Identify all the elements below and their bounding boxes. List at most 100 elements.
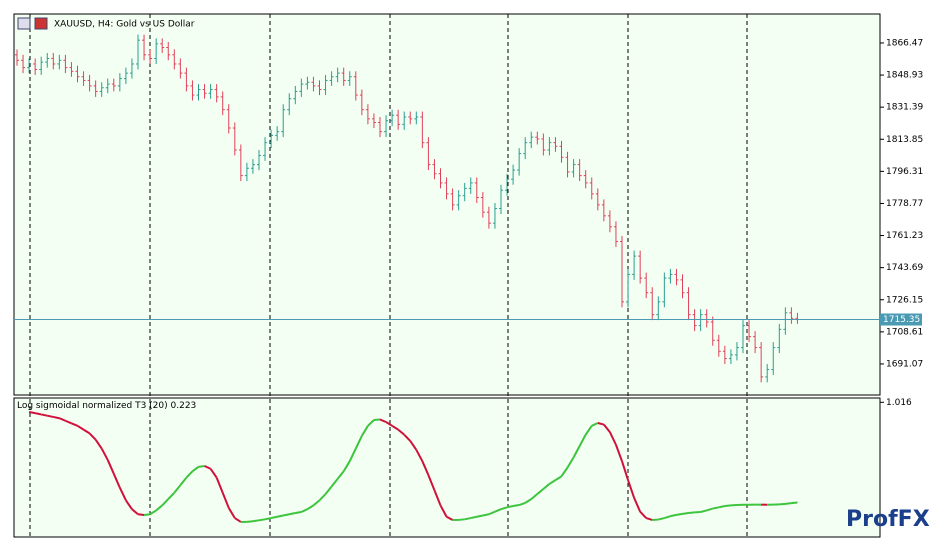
y-tick-label: 1743.69 [886, 263, 923, 273]
indicator-segment [536, 488, 544, 495]
indicator-segment [264, 517, 272, 521]
indicator-segment [360, 425, 369, 437]
indicator-segment [724, 504, 732, 508]
indicator-segment [391, 424, 399, 431]
indicator-segment [530, 493, 538, 500]
indicator-segment [512, 504, 520, 508]
indicator-segment [688, 511, 695, 514]
indicator-segment [639, 511, 647, 519]
indicator-segment [198, 464, 205, 468]
indicator-segment [409, 440, 418, 451]
indicator-segment [204, 465, 212, 470]
indicator-segment [548, 479, 556, 485]
y-tick-label: 1866.47 [886, 38, 923, 48]
indicator-segment [227, 507, 236, 519]
indicator-segment [373, 418, 381, 421]
y-tick-label: 1708.61 [886, 327, 923, 337]
indicator-segment [791, 501, 798, 505]
indicator-segment [379, 418, 387, 423]
indicator-segment [324, 485, 333, 495]
indicator-segment [718, 505, 726, 509]
indicator-segment [560, 466, 569, 477]
indicator-segment [83, 428, 91, 435]
indicator-segment [161, 498, 169, 507]
indicator-segment [155, 504, 163, 512]
indicator-segment [700, 509, 707, 513]
indicator-segment [385, 421, 393, 427]
indicator-segment [584, 425, 593, 436]
indicator-segment [506, 505, 514, 509]
indicator-segment [682, 512, 689, 515]
indicator-segment [173, 484, 182, 494]
indicator-segment [554, 475, 563, 481]
y-tick-label: 1691.07 [886, 359, 923, 369]
indicator-segment [342, 460, 351, 472]
price-pane [13, 13, 881, 396]
y-tick-label: 1831.39 [886, 103, 923, 113]
current-price-label: 1715.35 [883, 315, 920, 325]
indicator-segment [354, 435, 363, 449]
indicator-segment [221, 492, 230, 509]
current-price-box [880, 313, 922, 326]
indicator-segment [439, 504, 448, 518]
indicator-segment [348, 448, 357, 462]
indicator-segment [676, 512, 683, 516]
indicator-segment [482, 513, 490, 517]
indicator-segment [289, 512, 296, 516]
indicator-segment [658, 517, 665, 521]
indicator-segment [76, 424, 85, 431]
indicator-segment [664, 515, 671, 519]
indicator-segment [712, 506, 720, 510]
indicator-segment [572, 445, 581, 458]
indicator-segment [40, 413, 48, 417]
indicator-segment [100, 448, 109, 461]
indicator-segment [94, 439, 103, 450]
indicator-label: Log sigmoidal normalized T3 (20) 0.223 [17, 401, 196, 411]
indicator-segment [615, 444, 623, 462]
indicator-segment [34, 412, 42, 416]
indicator-name: Log sigmoidal normalized T3 (20) [17, 401, 168, 411]
indicator-segment [88, 432, 97, 441]
y-tick-label: 1778.77 [886, 199, 923, 209]
indicator-segment [433, 489, 442, 506]
indicator-segment [621, 460, 630, 481]
indicator-segment [470, 515, 478, 520]
indicator-segment [306, 504, 314, 511]
indicator-segment [215, 477, 224, 494]
indicator-segment [397, 428, 405, 436]
indicator-segment [645, 517, 653, 521]
indicator-segment [137, 513, 145, 517]
indicator-segment [179, 476, 188, 486]
indicator-segment [71, 422, 78, 427]
indicator-segment [597, 422, 605, 426]
marks: 1866.47 1848.93 1831.39 1813.85 1796.31 1778.… [14, 34, 923, 523]
indicator-segment [312, 499, 321, 507]
indicator-segment [149, 509, 157, 516]
indicator-segment [633, 497, 642, 513]
symbol-icons [17, 17, 48, 30]
indicator-segment [578, 434, 587, 447]
indicator-segment [446, 515, 454, 521]
indicator-segment [246, 520, 254, 523]
indicator-segment [518, 501, 526, 506]
indicator-segment [318, 493, 327, 502]
indicator-segment [566, 456, 575, 469]
indicator-segment [258, 518, 266, 522]
indicator-segment [427, 474, 436, 491]
indicator-pane [13, 397, 881, 538]
icon [17, 17, 31, 30]
indicator-segment [125, 499, 133, 510]
indicator-segment [191, 466, 200, 473]
indicator-segment [106, 459, 115, 475]
indicator-segment [143, 513, 151, 517]
indicator-segment [524, 498, 532, 504]
indicator-segment [252, 519, 260, 523]
indicator-segment [167, 492, 176, 500]
watermark: ProfFX [846, 507, 930, 532]
y-tick-label: 1848.93 [886, 71, 923, 81]
indicator-segment [270, 515, 278, 520]
indicator-segment [300, 508, 308, 513]
y-tick-label: 1761.23 [886, 231, 923, 241]
indicator-segment [336, 470, 345, 480]
